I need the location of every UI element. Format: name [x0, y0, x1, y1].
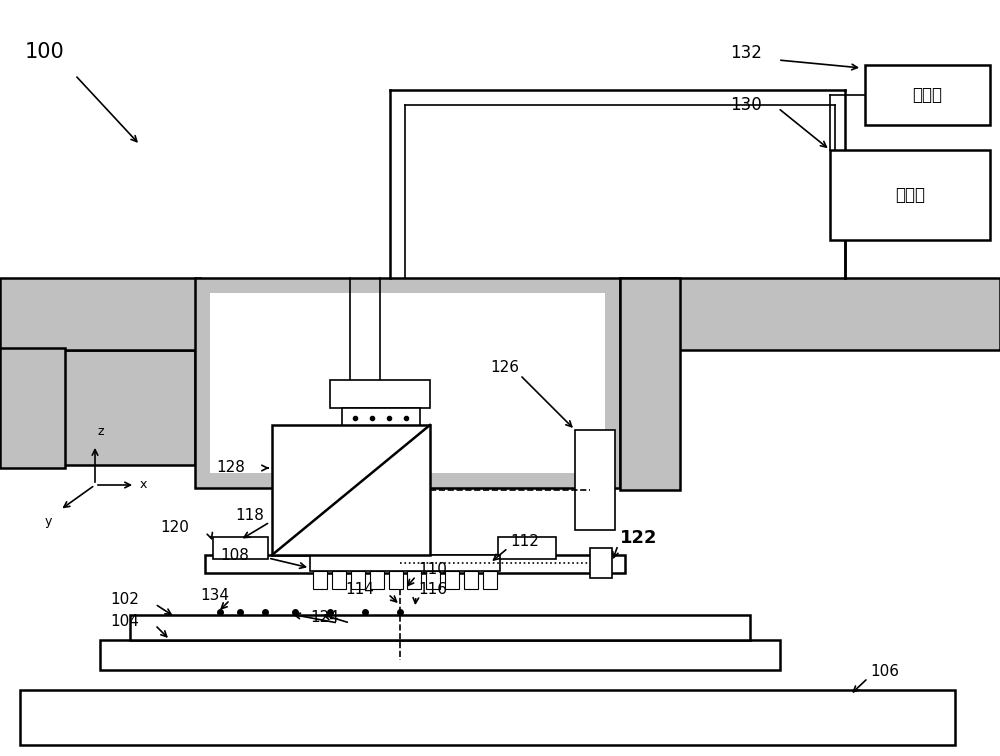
Bar [590, 548, 612, 578]
Bar [0, 278, 200, 350]
Text: 118: 118 [235, 509, 264, 523]
Bar [0, 348, 65, 468]
Bar [100, 640, 780, 670]
Bar [213, 537, 268, 559]
Text: y: y [45, 515, 52, 528]
Text: 存储器: 存储器 [912, 86, 942, 104]
Bar [865, 65, 990, 125]
Text: z: z [98, 425, 104, 438]
Bar [0, 280, 195, 350]
Bar [445, 571, 459, 589]
Bar [20, 690, 955, 745]
Bar [0, 280, 195, 465]
Bar [205, 555, 625, 573]
Bar [620, 278, 1000, 350]
Text: 120: 120 [160, 520, 189, 535]
Bar [575, 430, 615, 530]
Bar [130, 615, 750, 640]
Text: x: x [140, 479, 147, 491]
Text: 114: 114 [345, 583, 374, 597]
Bar [389, 571, 403, 589]
Bar [0, 280, 195, 465]
Bar [426, 571, 440, 589]
Bar [483, 571, 497, 589]
Bar [464, 571, 478, 589]
Bar [330, 380, 430, 408]
Text: 处理器: 处理器 [895, 186, 925, 204]
Text: 104: 104 [110, 615, 139, 630]
Bar [620, 278, 680, 490]
Bar [313, 571, 327, 589]
Text: 112: 112 [510, 534, 539, 550]
Bar [332, 571, 346, 589]
Bar [498, 537, 556, 559]
Bar [830, 150, 990, 240]
Text: 128: 128 [216, 460, 245, 476]
Text: 108: 108 [220, 549, 249, 563]
Text: 106: 106 [870, 665, 899, 680]
Text: 100: 100 [25, 42, 65, 62]
Bar [272, 425, 430, 555]
Bar [195, 278, 620, 488]
Bar [342, 408, 420, 428]
Bar [310, 555, 500, 571]
Text: 132: 132 [730, 44, 762, 62]
Bar [210, 293, 605, 473]
Text: 122: 122 [620, 529, 658, 547]
Text: 126: 126 [490, 361, 519, 376]
Bar [0, 280, 195, 350]
Text: 130: 130 [730, 96, 762, 114]
Text: 110: 110 [418, 562, 447, 578]
Bar [370, 571, 384, 589]
Text: 124: 124 [310, 611, 339, 625]
Text: 134: 134 [200, 588, 229, 603]
Bar [351, 571, 365, 589]
Text: 102: 102 [110, 593, 139, 608]
Bar [407, 571, 421, 589]
Text: 116: 116 [418, 583, 447, 597]
